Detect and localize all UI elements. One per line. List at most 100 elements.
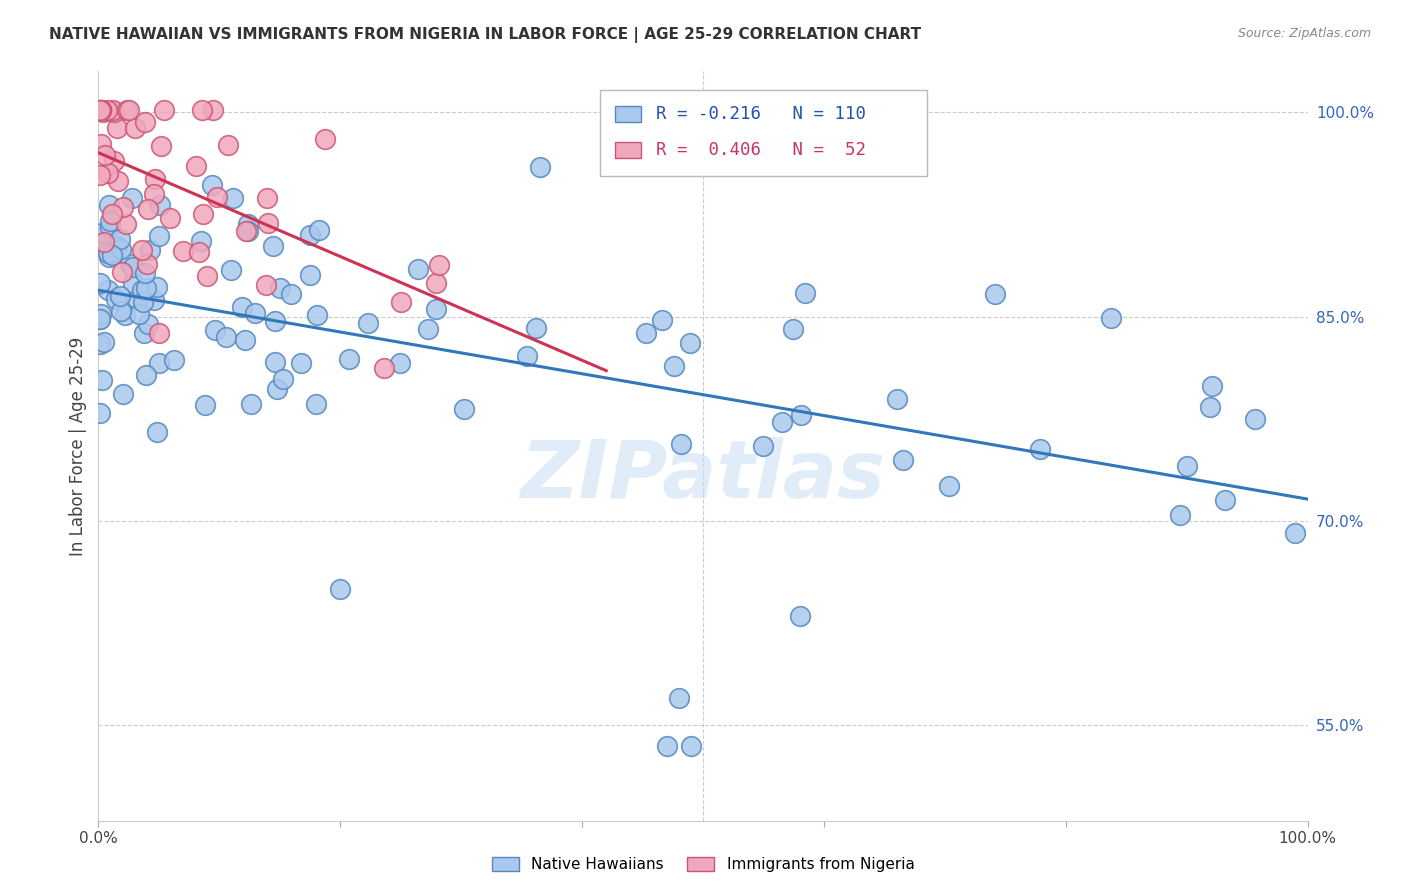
Point: [373, 360, 395, 375]
Point: [529, 160, 551, 174]
Point: [134, 115, 156, 129]
Point: [89, 103, 111, 118]
Point: [770, 415, 793, 429]
Point: [172, 244, 194, 258]
Point: [142, 293, 165, 308]
Point: [314, 132, 336, 146]
Point: [329, 582, 352, 596]
Point: [107, 173, 129, 187]
Point: [89, 406, 111, 420]
Point: [96, 103, 118, 117]
Point: [1199, 400, 1222, 414]
Point: [125, 292, 148, 306]
Point: [425, 277, 447, 291]
Text: Source: ZipAtlas.com: Source: ZipAtlas.com: [1237, 27, 1371, 40]
Point: [89, 336, 111, 351]
Point: [134, 266, 156, 280]
Point: [222, 191, 245, 205]
Point: [1099, 310, 1122, 325]
Point: [305, 397, 328, 411]
Point: [139, 244, 162, 258]
Point: [90, 103, 112, 117]
Point: [120, 257, 142, 271]
Point: [406, 261, 429, 276]
Point: [886, 392, 908, 406]
Point: [236, 217, 259, 231]
Point: [305, 309, 328, 323]
Point: [195, 269, 218, 284]
Point: [135, 368, 157, 382]
Point: [186, 159, 208, 173]
Point: [89, 311, 111, 326]
Point: [89, 311, 111, 326]
Point: [90, 103, 112, 117]
Point: [163, 353, 186, 368]
Point: [266, 382, 288, 396]
Point: [118, 103, 141, 117]
Point: [114, 308, 136, 322]
Point: [136, 202, 159, 216]
Point: [669, 437, 692, 451]
Point: [136, 317, 159, 331]
Point: [651, 312, 673, 326]
Point: [298, 227, 321, 242]
Point: [418, 322, 440, 336]
Point: [204, 323, 226, 337]
Point: [89, 230, 111, 244]
Point: [143, 171, 166, 186]
Point: [679, 739, 702, 753]
Point: [110, 304, 132, 318]
Point: [108, 289, 131, 303]
Point: [90, 136, 112, 151]
Point: [262, 239, 284, 253]
Point: [425, 302, 447, 317]
Point: [105, 120, 128, 135]
Point: [132, 295, 155, 310]
Point: [1284, 525, 1306, 540]
Point: [516, 350, 538, 364]
Point: [94, 148, 117, 162]
Point: [678, 336, 700, 351]
Point: [789, 408, 811, 422]
Point: [97, 284, 120, 298]
Point: [983, 287, 1005, 301]
Point: [389, 294, 412, 309]
Point: [105, 239, 128, 253]
Point: [101, 248, 124, 262]
Point: [134, 326, 156, 340]
Legend: Native Hawaiians, Immigrants from Nigeria: Native Hawaiians, Immigrants from Nigeri…: [484, 849, 922, 880]
Point: [122, 277, 145, 291]
Point: [110, 242, 132, 256]
Point: [190, 234, 212, 248]
Text: ZIPatlas: ZIPatlas: [520, 437, 886, 515]
Point: [217, 137, 239, 152]
Point: [427, 258, 450, 272]
Point: [662, 359, 685, 374]
Point: [143, 186, 166, 201]
Point: [153, 103, 176, 117]
Point: [124, 121, 146, 136]
Point: [150, 139, 173, 153]
Point: [1244, 412, 1267, 426]
Point: [115, 217, 138, 231]
Point: [146, 279, 169, 293]
Point: [93, 334, 115, 349]
Point: [90, 103, 112, 117]
Point: [135, 281, 157, 295]
Point: [793, 285, 815, 300]
Point: [269, 281, 291, 295]
Bar: [614, 106, 641, 122]
Point: [938, 479, 960, 493]
Point: [235, 224, 257, 238]
Point: [115, 103, 138, 117]
Text: R = -0.216   N = 110: R = -0.216 N = 110: [655, 105, 866, 123]
Point: [128, 307, 150, 321]
Point: [215, 330, 238, 344]
Point: [245, 306, 267, 320]
Point: [111, 265, 134, 279]
Point: [121, 260, 143, 274]
Point: [337, 351, 360, 366]
Point: [280, 287, 302, 301]
Point: [101, 103, 124, 117]
Point: [131, 283, 153, 297]
